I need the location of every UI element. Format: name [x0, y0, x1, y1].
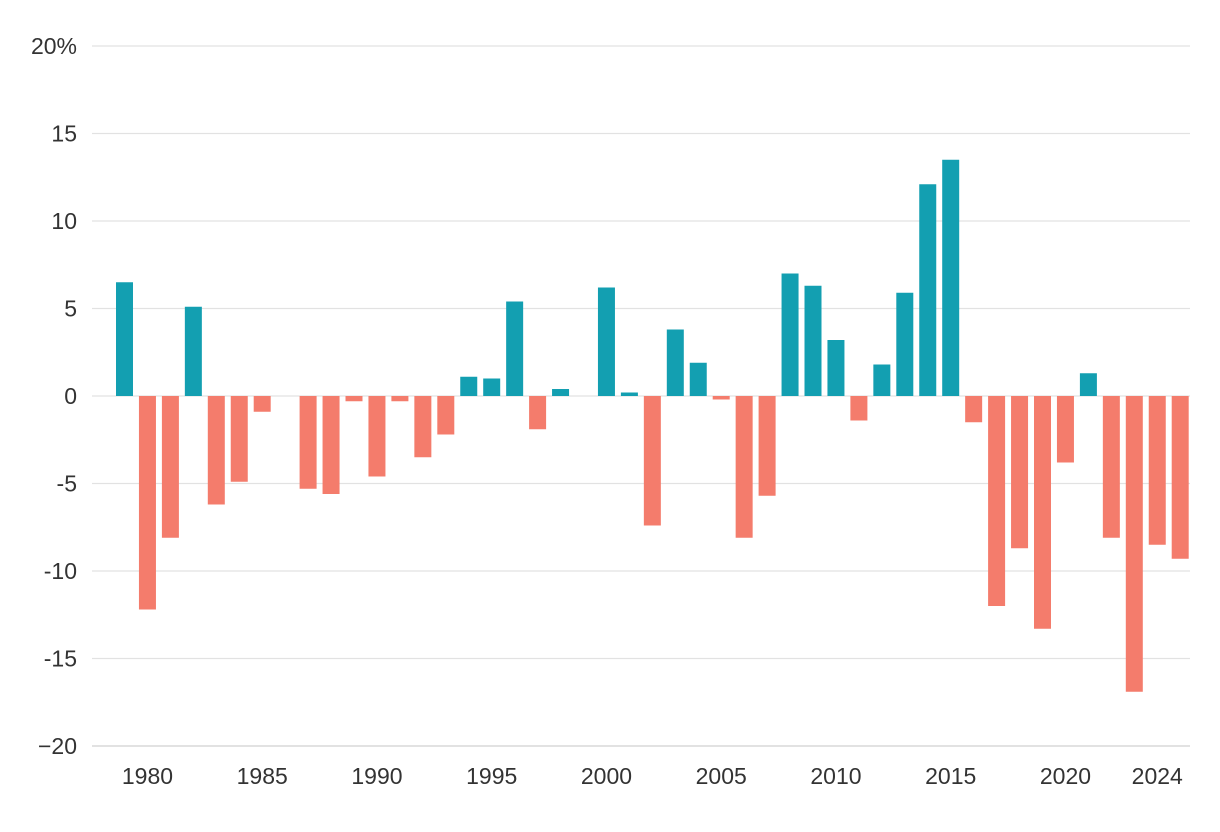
bar-1984 [230, 396, 248, 482]
bar-1998 [552, 389, 570, 396]
bar-1987 [299, 396, 317, 489]
bar-1992 [414, 396, 432, 458]
y-tick-label: 5 [64, 296, 77, 322]
bar-1997 [529, 396, 547, 430]
x-tick-label: 1990 [351, 763, 402, 789]
y-tick-label: 0 [64, 383, 77, 409]
x-tick-label: 1995 [466, 763, 517, 789]
bar-2014 [919, 184, 937, 396]
y-tick-label: -10 [44, 558, 77, 584]
bar-2025 [1171, 396, 1189, 559]
bar-2017 [988, 396, 1006, 606]
x-tick-label: 1980 [122, 763, 173, 789]
bar-2009 [804, 285, 822, 396]
x-axis-tick-labels: 1980 1985 1990 1995 2000 2005 2010 2015 2020 2024 [122, 763, 1183, 789]
gridlines [92, 45, 1190, 747]
bar-2010 [827, 340, 845, 396]
bar-2022 [1102, 396, 1120, 538]
bar-1980 [138, 396, 156, 610]
x-tick-label: 2020 [1040, 763, 1091, 789]
bar-2015 [942, 159, 960, 396]
bar-2007 [758, 396, 776, 496]
bar-1988 [322, 396, 340, 494]
x-tick-label: 2024 [1132, 763, 1183, 789]
y-tick-label: -5 [57, 471, 77, 497]
bars [116, 159, 1189, 692]
bar-1993 [437, 396, 455, 435]
bar-1991 [391, 396, 409, 402]
y-axis-tick-labels: 20% 15 10 5 0 -5 -10 -15 −20 [31, 33, 77, 759]
x-tick-label: 2005 [696, 763, 747, 789]
bar-2011 [850, 396, 868, 421]
bar-2006 [735, 396, 753, 538]
bar-2001 [620, 392, 638, 396]
bar-1982 [184, 306, 202, 396]
x-tick-label: 2000 [581, 763, 632, 789]
bar-2016 [965, 396, 983, 423]
bar-2019 [1034, 396, 1051, 629]
bar-2024 [1148, 396, 1166, 545]
y-tick-label: 20% [31, 33, 77, 59]
bar-2023 [1125, 396, 1143, 692]
bar-1994 [460, 376, 478, 396]
x-tick-label: 2015 [925, 763, 976, 789]
bar-2000 [597, 287, 615, 396]
bar-2002 [643, 396, 661, 526]
bar-1996 [506, 301, 524, 396]
bar-1979 [116, 282, 133, 396]
bar-2008 [781, 273, 799, 396]
bar-2004 [689, 362, 707, 396]
bar-1985 [253, 396, 271, 412]
bar-1989 [345, 396, 363, 402]
y-tick-label: 10 [51, 208, 77, 234]
bar-2013 [896, 292, 914, 396]
y-tick-label: -15 [44, 646, 77, 672]
bar-2021 [1079, 373, 1097, 396]
bar-2003 [666, 329, 684, 396]
x-tick-label: 2010 [810, 763, 861, 789]
bar-2005 [712, 396, 730, 400]
bar-1981 [161, 396, 179, 538]
y-tick-label: −20 [38, 733, 77, 759]
bar-2018 [1011, 396, 1029, 549]
bar-1990 [368, 396, 386, 477]
y-tick-label: 15 [51, 121, 77, 147]
bar-1995 [483, 378, 501, 396]
x-tick-label: 1985 [237, 763, 288, 789]
bar-2020 [1056, 396, 1074, 463]
bar-2012 [873, 364, 891, 396]
bar-1983 [207, 396, 225, 505]
